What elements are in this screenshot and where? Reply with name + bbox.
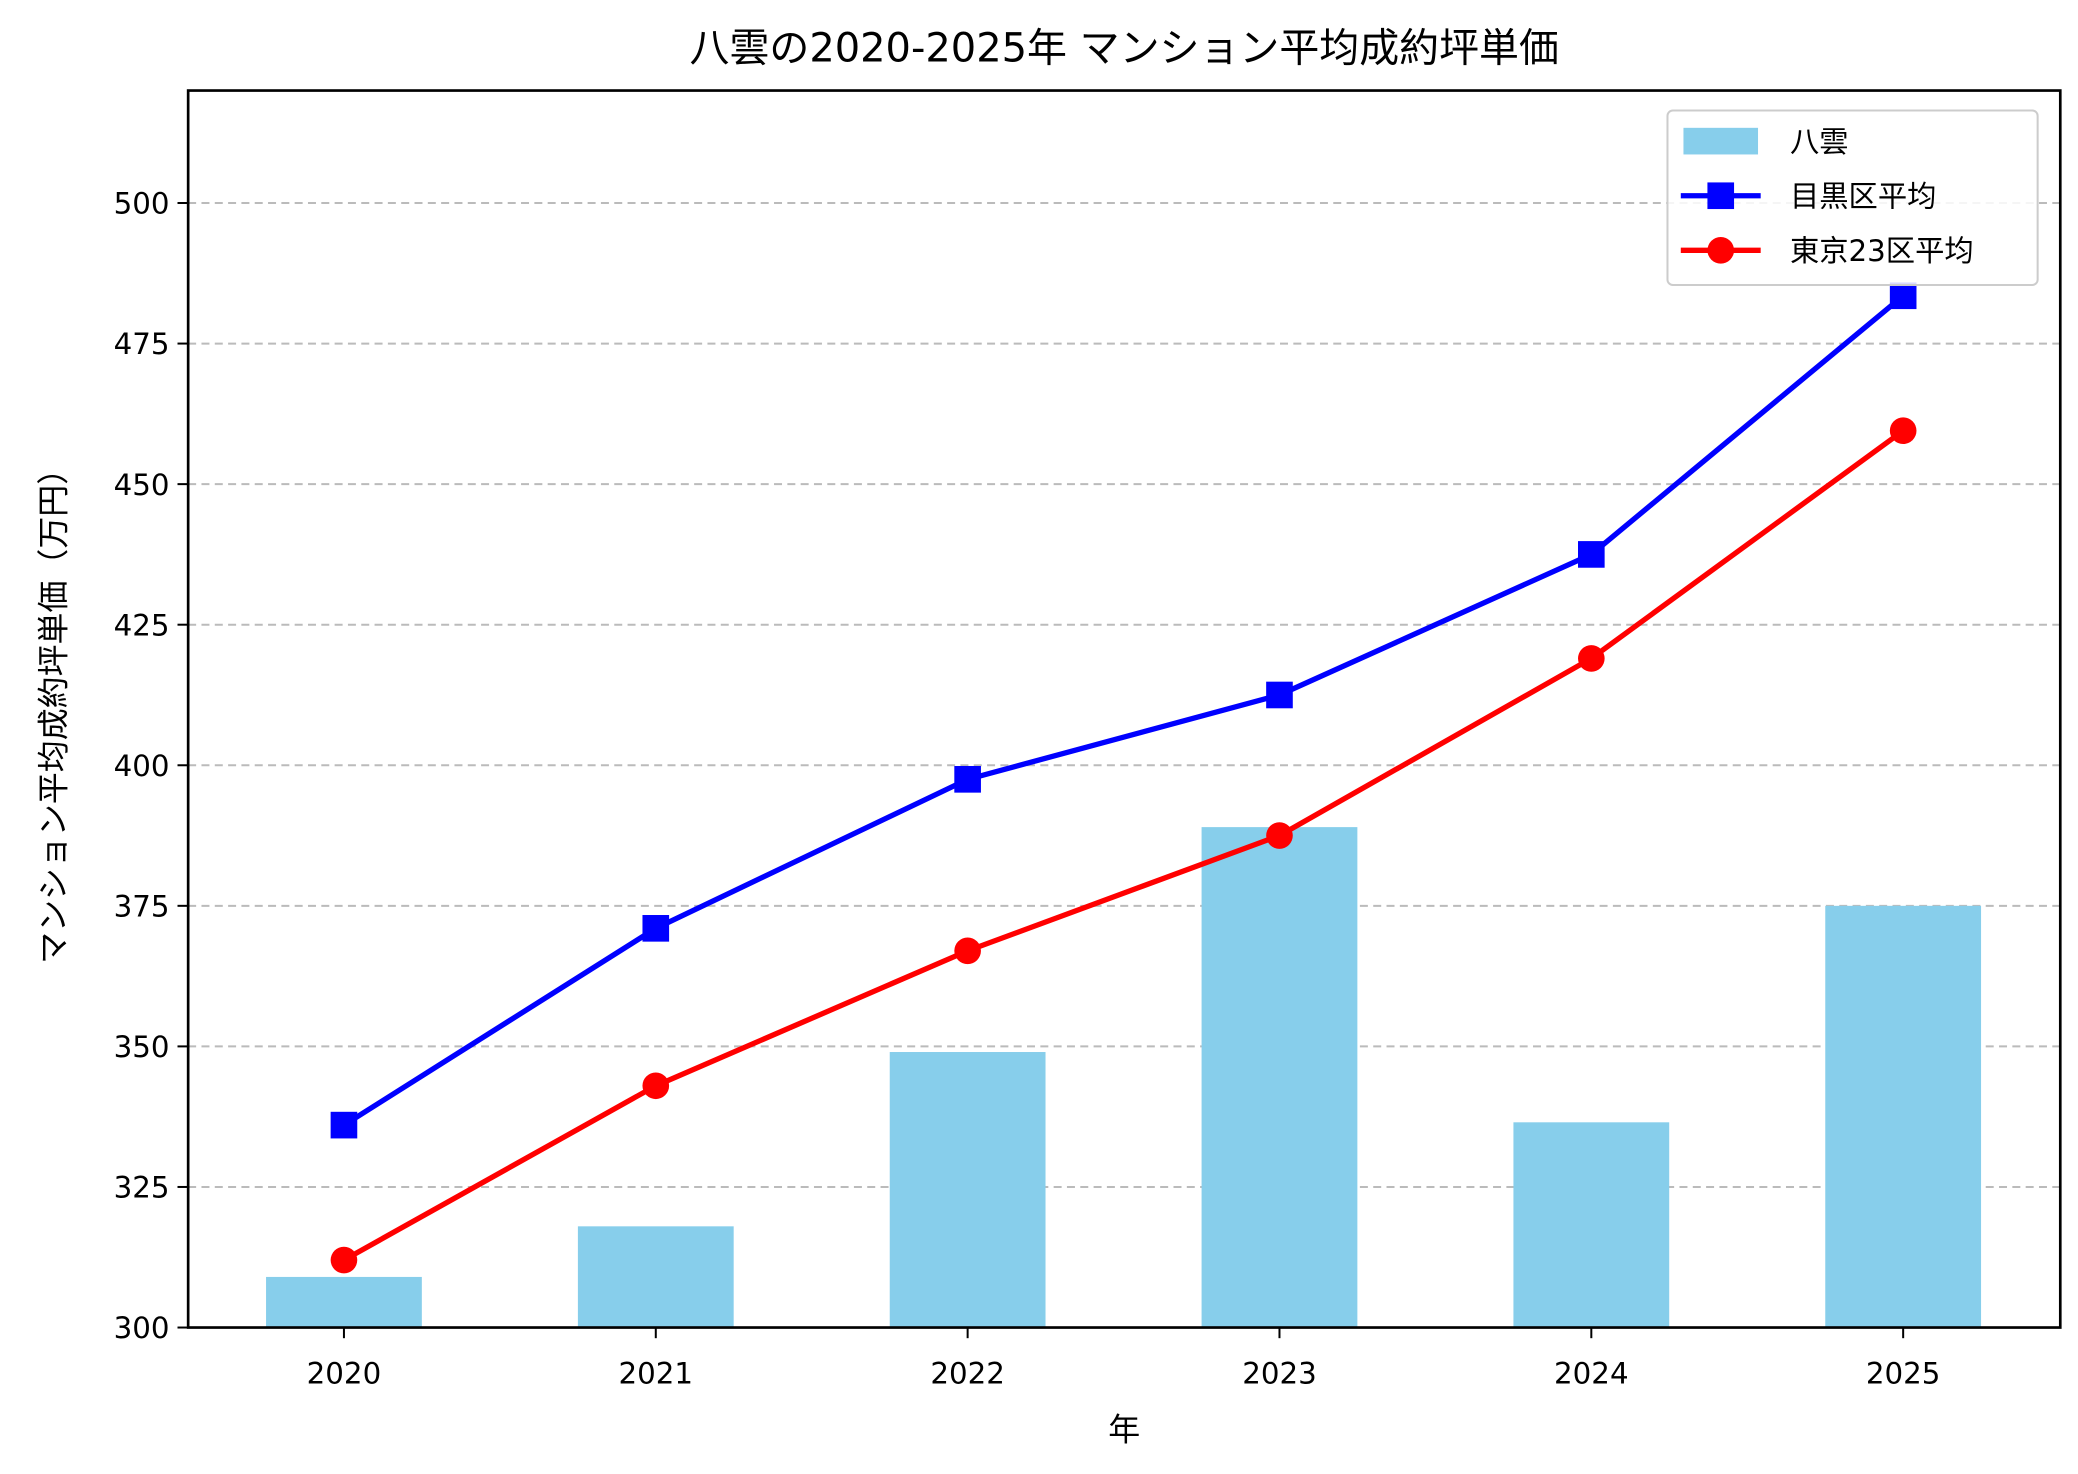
point-circle-2021 (642, 1072, 670, 1100)
legend-box (1666, 109, 2039, 286)
point-circle-2020 (330, 1246, 358, 1274)
y-tick-label: 300 (114, 1311, 170, 1345)
y-axis-label: マンション平均成約坪単価（万円） (34, 453, 72, 964)
point-circle-2024 (1578, 645, 1605, 672)
bar-2025 (1825, 905, 1982, 1328)
x-tick-label: 2025 (1866, 1356, 1941, 1390)
point-circle-2023 (1266, 822, 1293, 849)
bar-2021 (577, 1226, 734, 1328)
legend-label: 八雲 (1790, 125, 1849, 159)
legend-swatch-bar (1683, 127, 1759, 155)
legend-marker-circle (1707, 237, 1735, 264)
y-tick-label: 325 (114, 1171, 170, 1205)
point-square-2024 (1578, 541, 1605, 568)
x-tick-label: 2023 (1242, 1356, 1317, 1390)
x-axis-label: 年 (1108, 1411, 1140, 1449)
point-square-2023 (1266, 681, 1293, 709)
point-circle-2022 (954, 937, 981, 965)
y-tick-label: 500 (114, 187, 170, 221)
point-square-2025 (1889, 282, 1917, 310)
point-circle-2025 (1889, 417, 1917, 445)
x-tick-label: 2022 (930, 1356, 1005, 1390)
point-square-2020 (330, 1111, 358, 1139)
legend-label: 目黒区平均 (1790, 179, 1936, 213)
plot-frame (186, 89, 2062, 1329)
x-tick-label: 2021 (619, 1356, 694, 1390)
legend-marker-square (1707, 182, 1735, 210)
x-tick-label: 2024 (1554, 1356, 1629, 1390)
y-tick-label: 350 (114, 1030, 170, 1064)
bar-2020 (266, 1276, 422, 1328)
series-line (342, 428, 1905, 1263)
legend-label: 東京23区平均 (1790, 234, 1974, 268)
y-tick-label: 375 (114, 889, 170, 923)
bar-2022 (889, 1052, 1046, 1328)
bar-2023 (1201, 827, 1358, 1328)
y-tick-label: 475 (114, 327, 170, 361)
y-tick-label: 400 (114, 749, 170, 783)
chart-title: 八雲の2020-2025年 マンション平均成約坪単価 (690, 25, 1559, 71)
bar-2024 (1513, 1122, 1670, 1328)
x-tick-label: 2020 (307, 1356, 382, 1390)
y-tick-label: 450 (114, 468, 170, 502)
point-square-2021 (642, 915, 670, 942)
point-square-2022 (954, 766, 981, 793)
series-line (342, 293, 1905, 1128)
y-tick-label: 425 (114, 608, 170, 642)
